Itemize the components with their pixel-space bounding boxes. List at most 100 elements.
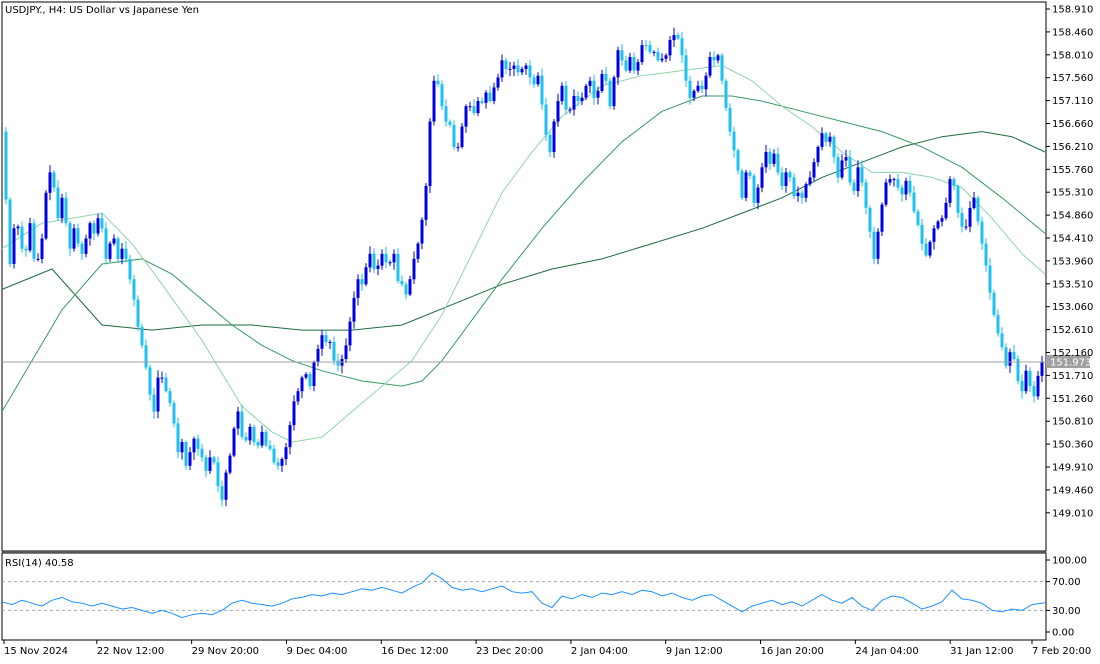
price-axis[interactable]: 158.910 158.460 158.010 157.560 157.110 156.6… bbox=[1046, 5, 1093, 520]
candle-body bbox=[960, 213, 964, 227]
candle-body bbox=[652, 51, 656, 53]
candle-body bbox=[792, 177, 796, 197]
candle-body bbox=[20, 226, 24, 249]
candle-body bbox=[232, 428, 236, 456]
time-tick-label: 24 Jan 04:00 bbox=[855, 646, 918, 657]
candle-body bbox=[144, 345, 148, 368]
candle-body bbox=[952, 179, 956, 186]
main-chart-frame bbox=[1, 1, 1047, 641]
candle-body bbox=[36, 258, 40, 260]
candle-body bbox=[184, 442, 188, 466]
candle-body bbox=[220, 486, 224, 500]
candle-body bbox=[468, 106, 472, 108]
candle-body bbox=[404, 284, 408, 295]
candle-body bbox=[448, 121, 452, 125]
candle-body bbox=[568, 109, 572, 111]
candle-body bbox=[488, 92, 492, 102]
candle-body bbox=[224, 472, 228, 500]
candle-body bbox=[1004, 347, 1008, 366]
candle-body bbox=[900, 187, 904, 195]
candle-body bbox=[564, 85, 568, 110]
candle-body bbox=[968, 208, 972, 227]
candle-body bbox=[612, 77, 616, 107]
bid-price-tag bbox=[1046, 355, 1090, 369]
candle-body bbox=[24, 248, 28, 251]
candle-body bbox=[736, 150, 740, 171]
candle-body bbox=[720, 55, 724, 81]
candle-body bbox=[416, 243, 420, 259]
candle-body bbox=[452, 124, 456, 147]
candle-body bbox=[680, 38, 684, 56]
candle-body bbox=[352, 297, 356, 322]
price-tick-label: 150.360 bbox=[1052, 440, 1093, 451]
candle-body bbox=[312, 362, 316, 386]
candle-body bbox=[648, 45, 652, 52]
candle-body bbox=[1016, 358, 1020, 381]
price-tick-label: 156.660 bbox=[1052, 119, 1093, 130]
candle-body bbox=[604, 74, 608, 81]
candle-body bbox=[884, 182, 888, 205]
candle-body bbox=[1012, 352, 1016, 359]
candle-body bbox=[28, 223, 32, 251]
price-tick-label: 152.160 bbox=[1052, 348, 1093, 359]
ma-mid-line bbox=[1, 95, 1046, 412]
candle-body bbox=[476, 101, 480, 113]
candle-body bbox=[48, 172, 52, 193]
candle-body bbox=[976, 197, 980, 222]
time-axis[interactable]: 15 Nov 2024 22 Nov 12:00 29 Nov 20:00 9 Dec… bbox=[3, 640, 1091, 657]
candle-body bbox=[796, 192, 800, 197]
candle-body bbox=[872, 231, 876, 259]
time-tick-label: 29 Nov 20:00 bbox=[192, 646, 259, 657]
candle-body bbox=[248, 426, 252, 441]
candle-body bbox=[204, 457, 208, 471]
candle-body bbox=[748, 172, 752, 176]
price-tick-label: 152.610 bbox=[1052, 325, 1093, 336]
candle-body bbox=[852, 182, 856, 191]
candle-body bbox=[808, 177, 812, 185]
candle-body bbox=[1024, 370, 1028, 392]
price-tick-label: 158.910 bbox=[1052, 5, 1093, 16]
rsi-panel: 100.00 70.00 30.00 0.00 bbox=[1, 556, 1087, 639]
candle-body bbox=[1000, 333, 1004, 348]
price-tick-label: 149.010 bbox=[1052, 508, 1093, 519]
candle-body bbox=[428, 121, 432, 186]
candle-body bbox=[456, 146, 460, 148]
candle-body bbox=[16, 226, 20, 229]
candle-body bbox=[516, 65, 520, 73]
candle-body bbox=[988, 265, 992, 293]
candle-body bbox=[776, 153, 780, 173]
rsi-plot-border bbox=[1, 552, 1047, 641]
candle-body bbox=[916, 211, 920, 225]
candle-body bbox=[320, 335, 324, 349]
candle-body bbox=[140, 326, 144, 346]
candle-body bbox=[756, 187, 760, 203]
price-tick-label: 149.910 bbox=[1052, 463, 1093, 474]
candle-body bbox=[624, 60, 628, 71]
time-tick-label: 9 Jan 12:00 bbox=[666, 646, 723, 657]
candle-body bbox=[212, 457, 216, 463]
candle-body bbox=[376, 265, 380, 269]
candle-body bbox=[308, 374, 312, 387]
candle-body bbox=[80, 243, 84, 254]
candle-body bbox=[216, 462, 220, 487]
candle-body bbox=[508, 68, 512, 70]
price-tick-label: 155.760 bbox=[1052, 165, 1093, 176]
candle-body bbox=[84, 238, 88, 254]
candle-body bbox=[616, 50, 620, 78]
candle-body bbox=[316, 348, 320, 363]
candle-body bbox=[832, 136, 836, 158]
candle-body bbox=[816, 146, 820, 163]
candle-body bbox=[1032, 386, 1036, 397]
candle-body bbox=[300, 377, 304, 392]
time-tick-label: 16 Jan 20:00 bbox=[761, 646, 824, 657]
candle-body bbox=[64, 197, 68, 224]
candle-body bbox=[12, 228, 16, 264]
candle-body bbox=[252, 426, 256, 443]
candle-body bbox=[280, 459, 284, 466]
candle-body bbox=[364, 267, 368, 285]
candle-body bbox=[60, 197, 64, 219]
price-tick-label: 154.860 bbox=[1052, 211, 1093, 222]
candle-body bbox=[52, 172, 56, 188]
